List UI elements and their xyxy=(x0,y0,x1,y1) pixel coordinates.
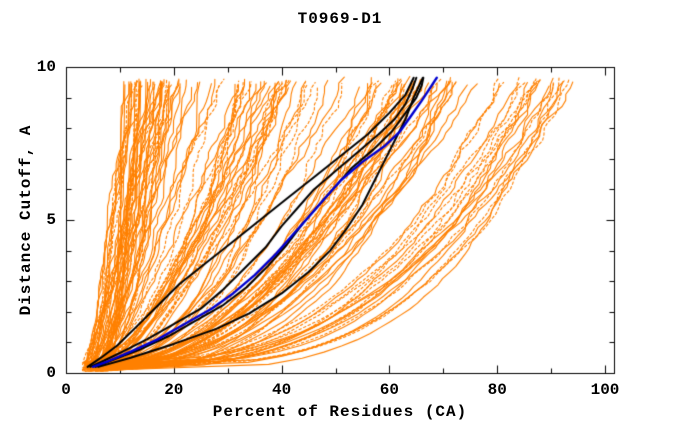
x-tick-label: 0 xyxy=(61,381,71,399)
x-tick-label: 20 xyxy=(164,381,184,399)
y-tick-label: 0 xyxy=(46,364,56,382)
y-tick-label: 5 xyxy=(46,211,56,229)
x-tick-label: 100 xyxy=(590,381,620,399)
x-tick-label: 80 xyxy=(487,381,507,399)
y-tick-label: 10 xyxy=(36,58,56,76)
chart-title: T0969-D1 xyxy=(297,10,383,28)
x-tick-label: 60 xyxy=(379,381,399,399)
x-axis-label: Percent of Residues (CA) xyxy=(212,403,468,421)
x-tick-label: 40 xyxy=(271,381,292,399)
